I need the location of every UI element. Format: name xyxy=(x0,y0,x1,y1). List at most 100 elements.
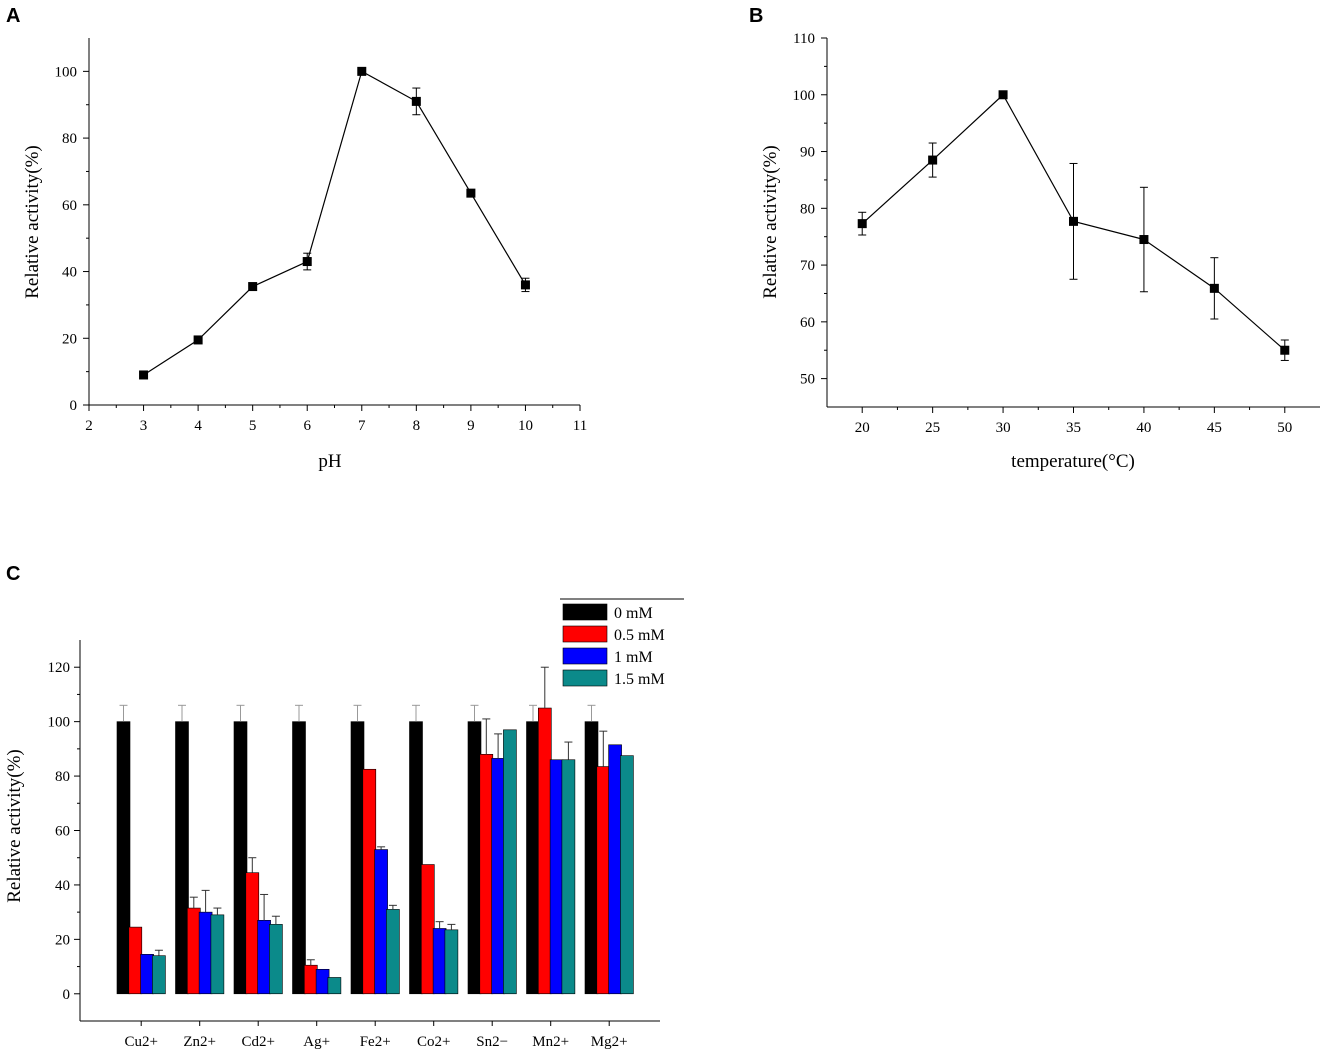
chart-c-bar xyxy=(269,924,283,995)
chart-c-bar xyxy=(175,721,189,995)
chart-c-y-tick-label: 20 xyxy=(55,932,70,948)
chart-c-x-tick-label: Co2+ xyxy=(417,1034,450,1050)
chart-c-bar xyxy=(620,755,634,995)
chart-a-data-point xyxy=(302,257,312,267)
chart-c-bar xyxy=(420,864,435,995)
chart-a-ph: pH Relative activity(%) 2 3 4 5 6 7 8 9 10 11 0 20 4… xyxy=(22,38,587,472)
chart-c-bar xyxy=(198,911,213,995)
chart-c-legend-label: 1 mM xyxy=(614,649,653,666)
chart-b-data-point xyxy=(1280,345,1290,355)
chart-c-legend-label: 0.5 mM xyxy=(614,627,665,644)
chart-b-x-tick-label: 25 xyxy=(925,420,940,436)
chart-c-bar xyxy=(537,707,552,995)
chart-c-y-tick-label: 120 xyxy=(48,660,71,676)
chart-a-xlabel: pH xyxy=(318,451,342,472)
chart-a-x-tick-label: 4 xyxy=(194,418,202,434)
chart-b-data-point xyxy=(998,90,1008,100)
chart-b-data-point xyxy=(1209,283,1219,293)
chart-a-y-tick-label: 100 xyxy=(55,64,78,80)
chart-c-bar xyxy=(315,968,330,995)
chart-a-x-tick-label: 3 xyxy=(140,418,148,434)
chart-a-y-tick-label: 60 xyxy=(62,198,77,214)
chart-a-x-tick-label: 7 xyxy=(358,418,366,434)
chart-b-y-tick-label: 70 xyxy=(800,258,815,274)
chart-c-bar xyxy=(608,744,622,995)
chart-c-bar xyxy=(374,849,388,995)
chart-b-y-tick-label: 100 xyxy=(793,88,816,104)
chart-c-x-tick-label: Zn2+ xyxy=(183,1034,216,1050)
chart-c-x-tick-label: Mg2+ xyxy=(591,1034,628,1050)
chart-c-y-tick-label: 40 xyxy=(55,878,70,894)
chart-b-ylabel: Relative activity(%) xyxy=(760,145,781,299)
chart-c-bar xyxy=(140,954,154,995)
chart-c-y-tick-label: 100 xyxy=(48,715,71,731)
chart-c-metal-ions: Relative activity(%) 0 20 40 60 80 100 120 Cu2+… xyxy=(4,598,684,1050)
chart-c-bar xyxy=(350,721,365,995)
chart-c-ylabel: Relative activity(%) xyxy=(4,749,25,903)
chart-a-x-tick-label: 2 xyxy=(85,418,93,434)
chart-c-legend-label: 0 mM xyxy=(614,605,653,622)
chart-c-bar xyxy=(584,721,599,995)
chart-c-bar xyxy=(233,721,248,995)
chart-c-bar xyxy=(303,964,318,995)
chart-b-x-tick-label: 30 xyxy=(996,420,1011,436)
chart-a-x-tick-label: 6 xyxy=(303,418,311,434)
chart-a-ylabel: Relative activity(%) xyxy=(22,145,43,299)
chart-c-bar xyxy=(479,753,494,995)
chart-c-bar xyxy=(386,909,400,995)
chart-a-data-point xyxy=(466,188,476,198)
chart-c-bar xyxy=(152,955,166,995)
chart-a-data-point xyxy=(411,96,421,106)
chart-c-legend-swatch xyxy=(562,625,608,643)
chart-a-y-tick-label: 0 xyxy=(70,398,78,414)
chart-b-x-tick-label: 50 xyxy=(1277,420,1292,436)
chart-a-y-tick-label: 80 xyxy=(62,131,77,147)
chart-c-bar xyxy=(292,721,306,995)
chart-c-x-tick-label: Sn2− xyxy=(476,1034,508,1050)
chart-c-bar xyxy=(467,721,482,995)
chart-c-x-tick-label: Cd2+ xyxy=(241,1034,274,1050)
chart-c-bar xyxy=(561,759,576,995)
chart-a-x-tick-label: 8 xyxy=(413,418,421,434)
chart-b-y-tick-label: 60 xyxy=(800,315,815,331)
chart-c-legend-label: 1.5 mM xyxy=(614,671,665,688)
chart-c-bar xyxy=(444,929,459,995)
chart-c-bar xyxy=(362,768,377,995)
chart-b-y-tick-label: 50 xyxy=(800,372,815,388)
chart-b-data-point xyxy=(1069,216,1078,226)
chart-b-x-tick-label: 40 xyxy=(1136,420,1151,436)
chart-b-x-tick-label: 45 xyxy=(1207,420,1222,436)
chart-c-bar xyxy=(245,872,260,995)
chart-c-legend-swatch xyxy=(562,647,608,665)
chart-c-x-tick-label: Ag+ xyxy=(303,1034,330,1050)
chart-a-x-tick-label: 5 xyxy=(249,418,257,434)
chart-b-data-point xyxy=(928,155,938,165)
chart-c-bar xyxy=(491,758,505,995)
chart-a-x-tick-label: 11 xyxy=(573,418,587,434)
chart-b-y-tick-label: 80 xyxy=(800,201,815,217)
chart-c-x-tick-label: Cu2+ xyxy=(124,1034,157,1050)
chart-a-x-tick-label: 10 xyxy=(518,418,533,434)
chart-c-legend-swatch xyxy=(562,603,608,621)
chart-c-y-tick-label: 80 xyxy=(55,769,70,785)
chart-a-data-point xyxy=(357,66,367,76)
chart-c-bar xyxy=(596,766,611,995)
panel-letter-a: A xyxy=(6,5,20,27)
chart-c-bar xyxy=(128,926,143,995)
chart-c-bar xyxy=(526,721,540,995)
chart-b-xlabel: temperature(°C) xyxy=(1011,451,1135,472)
chart-c-legend-swatch xyxy=(562,669,608,687)
chart-c-y-tick-label: 60 xyxy=(55,824,70,840)
chart-b-x-tick-label: 20 xyxy=(855,420,870,436)
chart-c-bar xyxy=(409,721,423,995)
chart-c-bar xyxy=(116,721,131,995)
chart-b-data-point xyxy=(857,219,867,229)
chart-a-data-point xyxy=(139,370,149,380)
chart-b-y-tick-label: 90 xyxy=(800,145,815,161)
chart-c-x-tick-label: Mn2+ xyxy=(532,1034,569,1050)
chart-c-bar xyxy=(210,914,225,995)
chart-b-data-point xyxy=(1139,235,1149,245)
chart-c-bar xyxy=(432,928,447,995)
chart-b-x-tick-label: 35 xyxy=(1066,420,1081,436)
chart-b-y-tick-label: 110 xyxy=(793,31,815,47)
